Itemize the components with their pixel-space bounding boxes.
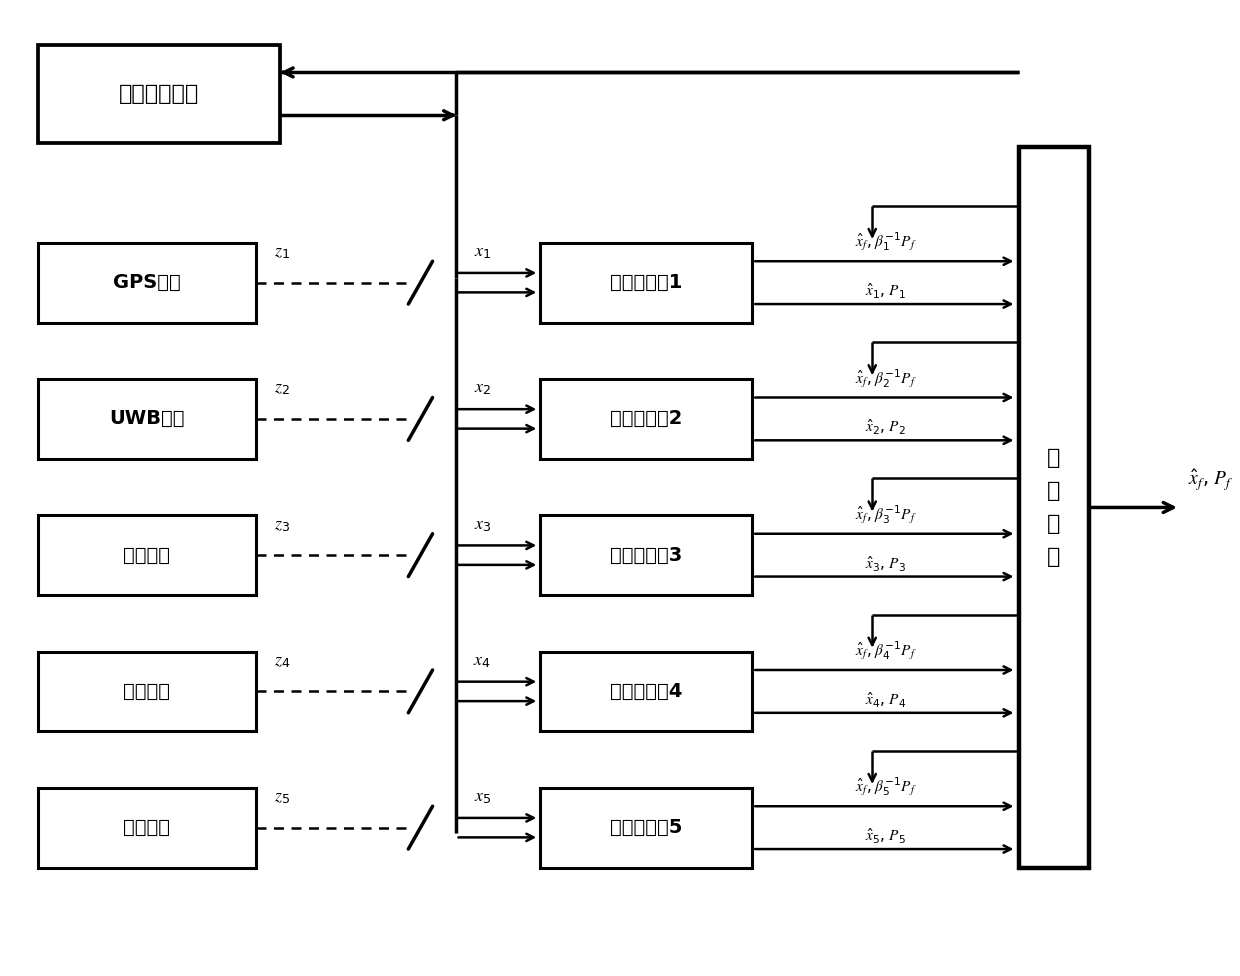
Text: $x_2$: $x_2$ (474, 380, 491, 397)
Text: 里程观测: 里程观测 (123, 818, 170, 837)
Text: $x_5$: $x_5$ (474, 789, 491, 806)
Text: 视觉观测: 视觉观测 (123, 546, 170, 565)
Text: $z_2$: $z_2$ (274, 380, 290, 397)
Text: $\hat{x}_f,\,P_f$: $\hat{x}_f,\,P_f$ (1188, 468, 1234, 493)
Text: UWB观测: UWB观测 (109, 409, 185, 428)
Text: $z_3$: $z_3$ (274, 515, 290, 534)
Text: $z_5$: $z_5$ (274, 789, 290, 806)
Bar (37, 652, 255, 731)
Text: $\hat{x}_f,\,\beta_3^{-1}P_f$: $\hat{x}_f,\,\beta_3^{-1}P_f$ (854, 504, 916, 526)
Text: $x_4$: $x_4$ (474, 652, 491, 670)
Bar (541, 243, 753, 322)
Text: $\hat{x}_f,\,\beta_2^{-1}P_f$: $\hat{x}_f,\,\beta_2^{-1}P_f$ (854, 367, 916, 389)
Text: $\hat{x}_f,\,\beta_5^{-1}P_f$: $\hat{x}_f,\,\beta_5^{-1}P_f$ (854, 776, 916, 798)
Text: $z_4$: $z_4$ (274, 652, 290, 670)
Text: $z_1$: $z_1$ (274, 243, 290, 262)
Text: 局部滤波器1: 局部滤波器1 (610, 273, 682, 292)
Text: 局部滤波器2: 局部滤波器2 (610, 409, 682, 428)
Text: $\hat{x}_3,\,P_3$: $\hat{x}_3,\,P_3$ (866, 554, 906, 574)
Bar (37, 243, 255, 322)
Bar (541, 652, 753, 731)
Text: 主
滤
波
器: 主 滤 波 器 (1048, 448, 1060, 567)
Bar (37, 788, 255, 868)
Text: 惯性参考系统: 惯性参考系统 (119, 84, 198, 103)
Bar (37, 45, 280, 142)
Text: 局部滤波器3: 局部滤波器3 (610, 546, 682, 565)
Text: 局部滤波器5: 局部滤波器5 (610, 818, 682, 837)
Bar (1019, 147, 1089, 868)
Bar (541, 379, 753, 459)
Text: $\hat{x}_5,\,P_5$: $\hat{x}_5,\,P_5$ (866, 827, 906, 846)
Bar (541, 515, 753, 595)
Bar (37, 379, 255, 459)
Text: 激光观测: 激光观测 (123, 682, 170, 701)
Text: 局部滤波器4: 局部滤波器4 (610, 682, 682, 701)
Text: $x_1$: $x_1$ (474, 243, 491, 262)
Text: $\hat{x}_4,\,P_4$: $\hat{x}_4,\,P_4$ (866, 691, 906, 710)
Text: GPS观测: GPS观测 (113, 273, 181, 292)
Bar (37, 515, 255, 595)
Text: $\hat{x}_2,\,P_2$: $\hat{x}_2,\,P_2$ (866, 419, 906, 437)
Text: $\hat{x}_f,\,\beta_4^{-1}P_f$: $\hat{x}_f,\,\beta_4^{-1}P_f$ (854, 639, 916, 662)
Text: $\hat{x}_1,\,P_1$: $\hat{x}_1,\,P_1$ (866, 282, 906, 302)
Text: $\hat{x}_f,\,\beta_1^{-1}P_f$: $\hat{x}_f,\,\beta_1^{-1}P_f$ (854, 230, 916, 254)
Bar (541, 788, 753, 868)
Text: $x_3$: $x_3$ (474, 515, 491, 534)
